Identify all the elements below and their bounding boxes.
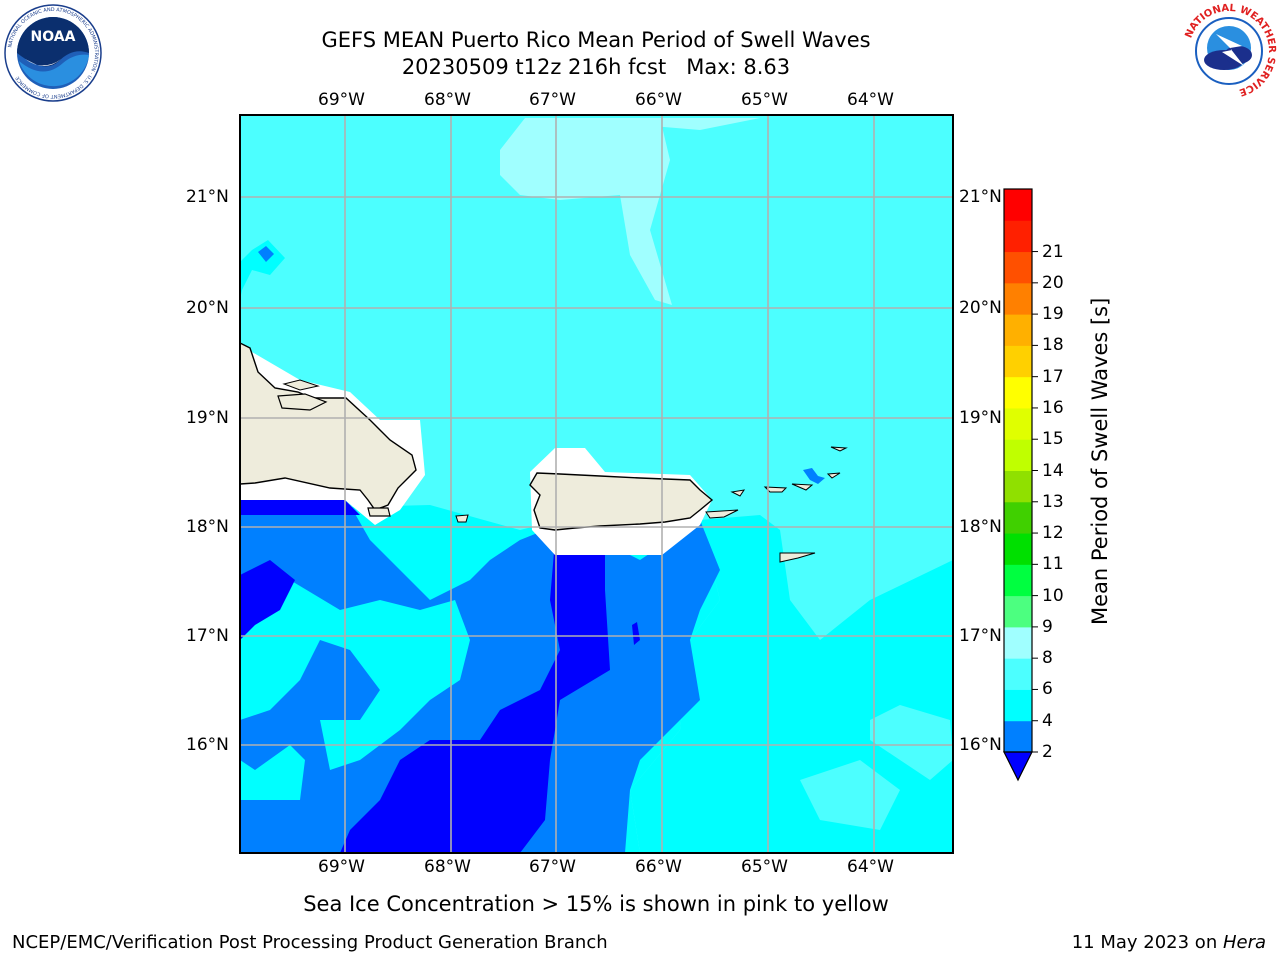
- lon-label-top-68w: 68°W: [424, 90, 471, 110]
- nws-logo: NATIONAL WEATHER SERVICE: [1178, 0, 1280, 102]
- swell-field-lt2-dot: [632, 622, 640, 645]
- colorbar-segment: [1004, 626, 1032, 659]
- lat-label-left-19n: 19°N: [186, 408, 229, 428]
- land-island-n: [282, 379, 320, 391]
- lon-label-top-67w: 67°W: [529, 90, 576, 110]
- colorbar-segment: [1004, 282, 1032, 315]
- swell-field-6-8-se: [870, 705, 953, 780]
- lat-label-right-17n: 17°N: [959, 626, 1002, 646]
- colorbar-segment: [1004, 720, 1032, 753]
- lat-label-left-17n: 17°N: [186, 626, 229, 646]
- colorbar-tick-label: 9: [1042, 616, 1053, 637]
- land-culebra: [730, 489, 746, 497]
- colorbar-segment: [1004, 189, 1032, 221]
- lat-label-right-16n: 16°N: [959, 735, 1002, 755]
- noaa-logo: NOAA NATIONAL OCEANIC AND ATMOSPHERIC AD…: [3, 3, 103, 103]
- lat-label-left-16n: 16°N: [186, 735, 229, 755]
- footer-machine: Hera: [1222, 932, 1266, 953]
- swell-field-6-8-north: [500, 118, 672, 305]
- land-st-croix: [779, 552, 816, 563]
- lat-label-left-18n: 18°N: [186, 517, 229, 537]
- lon-label-bottom-69w: 69°W: [318, 857, 365, 877]
- map-title-line2: 20230509 t12z 216h fcst Max: 8.63: [401, 55, 791, 79]
- lat-label-right-20n: 20°N: [959, 298, 1002, 318]
- lon-label-bottom-66w: 66°W: [635, 857, 682, 877]
- graticule: [240, 115, 953, 853]
- lon-label-bottom-68w: 68°W: [424, 857, 471, 877]
- colorbar-segment: [1004, 345, 1032, 378]
- footer-date: 11 May 2023 on Hera: [1072, 932, 1266, 954]
- land-mona-island: [455, 514, 469, 523]
- footer-date-text: 11 May 2023 on: [1071, 932, 1223, 953]
- colorbar-segment: [1004, 689, 1032, 722]
- swell-cell-vi: [803, 468, 825, 484]
- swell-field-lt2-west: [240, 560, 295, 640]
- noaa-logo-text: NOAA: [31, 29, 76, 45]
- colorbar-label: Mean Period of Swell Waves [s]: [1088, 297, 1112, 625]
- colorbar-tick-label: 4: [1042, 710, 1053, 731]
- colorbar-tick-label: 16: [1042, 397, 1064, 418]
- lon-label-top-64w: 64°W: [847, 90, 894, 110]
- lat-label-left-20n: 20°N: [186, 298, 229, 318]
- colorbar-tick-label: 8: [1042, 648, 1053, 669]
- colorbar-tick-label: 19: [1042, 304, 1064, 325]
- land-island-sw: [367, 507, 391, 517]
- lon-label-top-69w: 69°W: [318, 90, 365, 110]
- colorbar-segment: [1004, 220, 1032, 253]
- colorbar-tick-label: 10: [1042, 585, 1064, 606]
- colorbar-tick-label: 2: [1042, 742, 1053, 762]
- lon-label-bottom-64w: 64°W: [847, 857, 894, 877]
- land-st-john: [791, 483, 814, 491]
- lat-label-right-19n: 19°N: [959, 408, 1002, 428]
- colorbar-segment: [1004, 251, 1032, 284]
- lon-label-bottom-67w: 67°W: [529, 857, 576, 877]
- colorbar-tick-label: 6: [1042, 679, 1053, 700]
- swell-field-lt2-south: [340, 540, 610, 853]
- colorbar-segment: [1004, 407, 1032, 440]
- lat-label-right-21n: 21°N: [959, 187, 1002, 207]
- swell-field-6-8-s: [800, 760, 900, 830]
- swell-field-lt2-strip: [240, 500, 360, 515]
- colorbar-tick-label: 21: [1042, 241, 1064, 262]
- swell-field-6-8-top: [600, 118, 760, 130]
- colorbar-segment: [1004, 470, 1032, 503]
- colorbar-under-arrow: [1003, 751, 1033, 782]
- land-vieques: [705, 509, 739, 519]
- colorbar-segment: [1004, 564, 1032, 597]
- swell-field-cyan-east: [630, 515, 953, 853]
- colorbar-tick-label: 13: [1042, 491, 1064, 512]
- colorbar-segment: [1004, 439, 1032, 471]
- colorbar-segment: [1004, 314, 1032, 346]
- footer-producer: NCEP/EMC/Verification Post Processing Pr…: [12, 932, 608, 953]
- map-title-line1: GEFS MEAN Puerto Rico Mean Period of Swe…: [321, 28, 871, 52]
- lat-label-left-21n: 21°N: [186, 187, 229, 207]
- swell-cell-small: [240, 240, 285, 300]
- lon-label-bottom-65w: 65°W: [741, 857, 788, 877]
- land-anegada: [830, 446, 848, 452]
- colorbar-segment: [1004, 533, 1032, 565]
- colorbar-tick-label: 20: [1042, 272, 1064, 293]
- sea-ice-caption: Sea Ice Concentration > 15% is shown in …: [303, 892, 889, 916]
- lat-label-right-18n: 18°N: [959, 517, 1002, 537]
- colorbar-tick-label: 15: [1042, 429, 1064, 450]
- swell-cell-core: [258, 246, 274, 262]
- lon-label-top-65w: 65°W: [741, 90, 788, 110]
- colorbar-segment: [1004, 595, 1032, 628]
- colorbar-segment: [1004, 376, 1032, 409]
- land-hispaniola: [240, 342, 417, 511]
- colorbar-segment: [1004, 658, 1032, 690]
- colorbar-tick-label: 12: [1042, 523, 1064, 544]
- land-tortola: [826, 472, 841, 479]
- map-frame: [239, 114, 954, 854]
- colorbar-tick-label: 11: [1042, 554, 1064, 575]
- lon-label-top-66w: 66°W: [635, 90, 682, 110]
- colorbar-tick-label: 14: [1042, 460, 1064, 481]
- colorbar-tick-label: 17: [1042, 366, 1064, 387]
- colorbar-segment: [1004, 501, 1032, 534]
- land-puerto-rico: [529, 472, 714, 531]
- colorbar-tick-label: 18: [1042, 335, 1064, 356]
- land-isla-saona: [277, 393, 328, 411]
